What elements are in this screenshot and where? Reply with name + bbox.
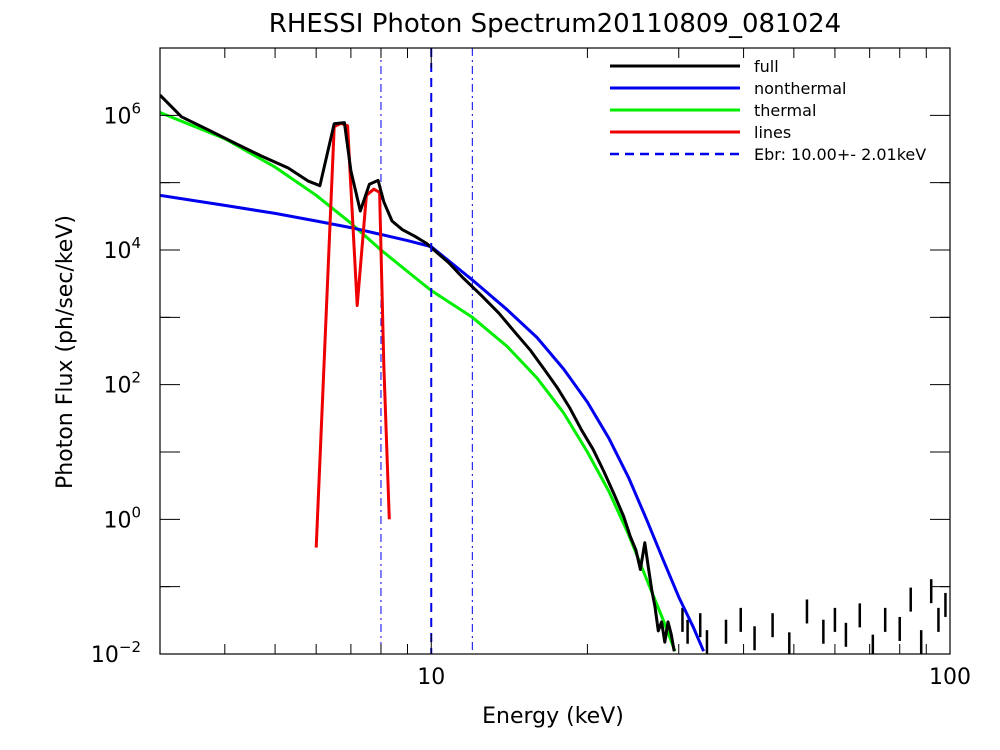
- y-tick-label: 10−2: [91, 638, 141, 668]
- legend-1-label: full: [754, 57, 779, 76]
- chart-title: RHESSI Photon Spectrum20110809_081024: [269, 9, 841, 39]
- legend-4-label: lines: [754, 123, 791, 142]
- series-full-line: [160, 94, 676, 652]
- legend: full nonthermal thermal lines Ebr: 10.00+- 2…: [610, 57, 926, 164]
- legend-2-label: nonthermal: [754, 79, 846, 98]
- x-tick-label: 100: [929, 665, 971, 690]
- y-tick-label: 100: [103, 503, 141, 533]
- series-lines-line: [314, 121, 391, 548]
- y-tick-label: 106: [103, 99, 141, 129]
- series-group: [160, 94, 947, 654]
- plot-area: 10 100 10−2 100 102 104 106: [91, 47, 971, 690]
- series-thermal-line: [160, 111, 677, 652]
- y-axis-label: Photon Flux (ph/sec/keV): [53, 215, 78, 489]
- legend-3-label: thermal: [754, 101, 816, 120]
- plot-frame: [159, 47, 951, 655]
- x-tick-label: 10: [417, 665, 445, 690]
- y-tick-label: 102: [103, 369, 141, 399]
- series-nonthermal-line: [160, 193, 705, 652]
- legend-5-label: Ebr: 10.00+- 2.01keV: [754, 145, 926, 164]
- y-tick-label: 104: [103, 234, 141, 264]
- x-axis-label: Energy (keV): [482, 704, 624, 729]
